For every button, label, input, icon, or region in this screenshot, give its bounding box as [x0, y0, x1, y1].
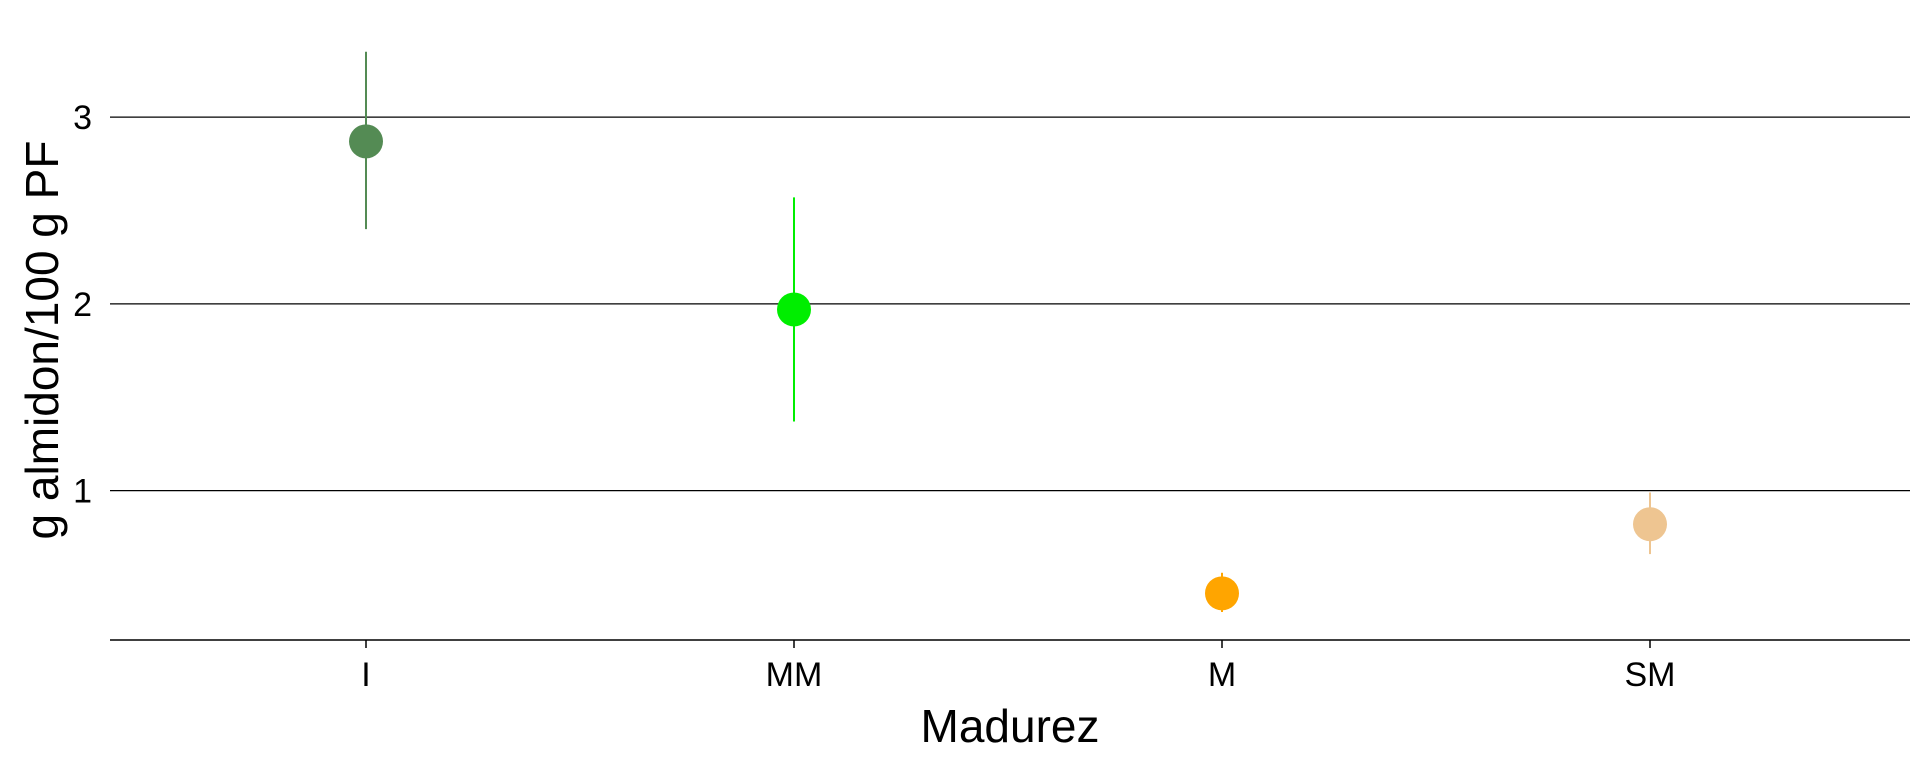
data-point [1633, 507, 1667, 542]
y-tick-label: 2 [73, 286, 92, 324]
data-points [349, 124, 1667, 611]
data-point [349, 124, 383, 159]
data-point [777, 292, 811, 327]
data-point [1205, 576, 1239, 611]
x-tick-label: SM [1625, 656, 1676, 694]
y-axis-title: g almidon/100 g PF [16, 141, 68, 540]
y-tick-label: 1 [73, 473, 92, 511]
x-tick-label: M [1208, 656, 1236, 694]
x-ticks [365, 640, 1651, 648]
x-tick-label: MM [766, 656, 823, 694]
x-tick-labels: I MM M SM [361, 656, 1675, 694]
x-tick-label: I [361, 656, 370, 694]
error-bars [365, 51, 1651, 612]
x-axis-title: Madurez [921, 700, 1100, 752]
y-tick-label: 3 [73, 99, 92, 137]
y-tick-labels: 1 2 3 [73, 99, 92, 510]
gridlines [110, 116, 1910, 492]
